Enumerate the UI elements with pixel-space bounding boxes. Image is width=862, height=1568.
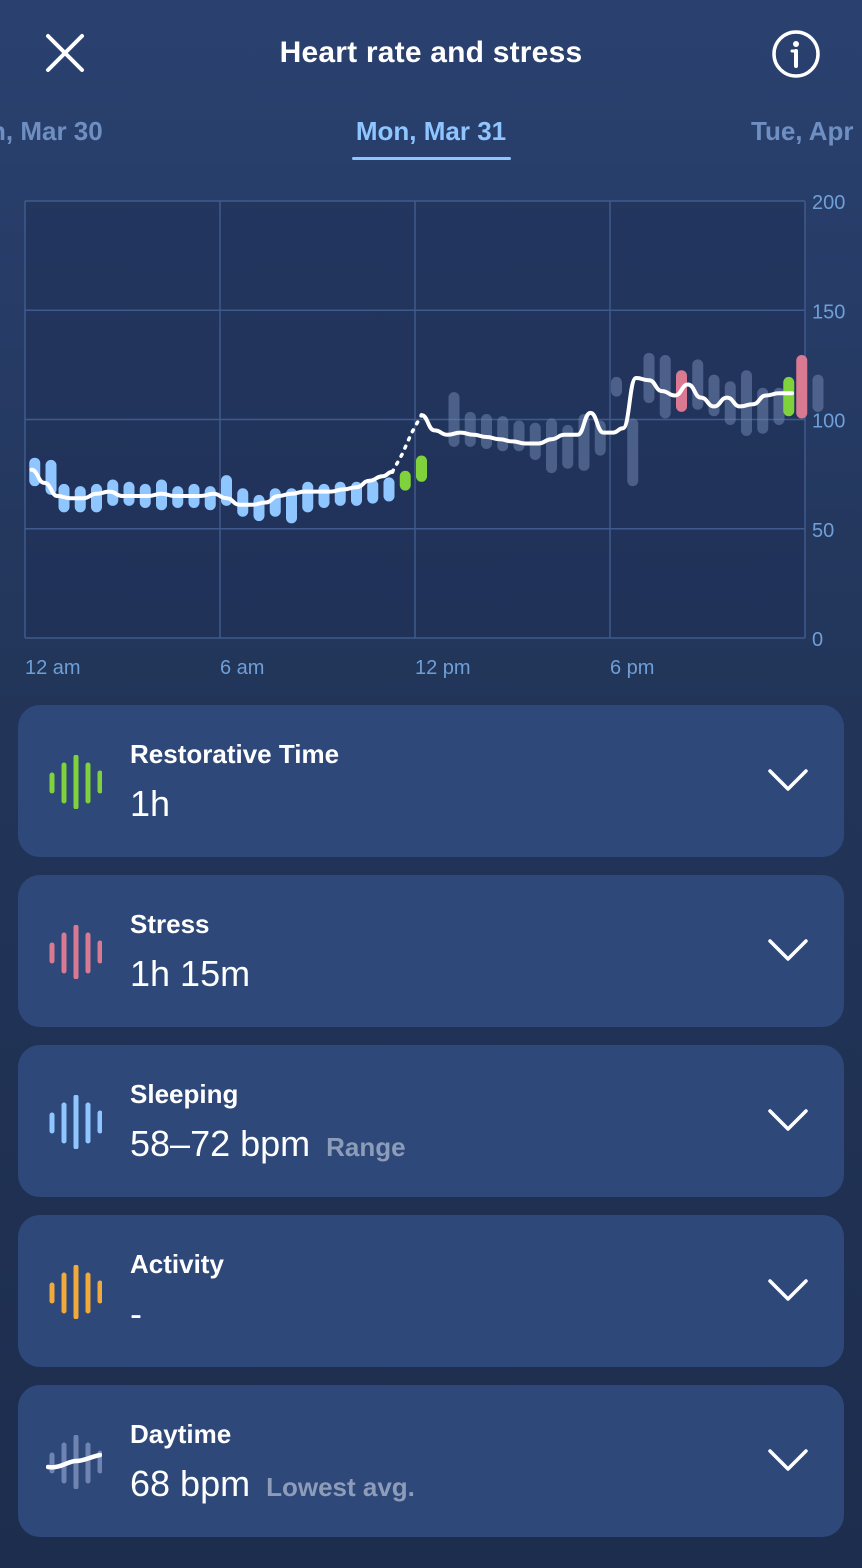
chevron-down-icon[interactable] bbox=[766, 1275, 810, 1305]
chevron-down-icon[interactable] bbox=[766, 1445, 810, 1475]
x-tick-label: 6 pm bbox=[610, 657, 654, 679]
header: Heart rate and stress bbox=[0, 0, 862, 110]
card-value: 58–72 bpm bbox=[130, 1123, 311, 1164]
card-sub-label: Lowest avg. bbox=[266, 1472, 415, 1502]
card-sleeping[interactable]: Sleeping 58–72 bpm Range bbox=[18, 1045, 844, 1197]
y-axis-labels: 200 150 100 50 0 bbox=[812, 192, 845, 651]
y-tick-label: 50 bbox=[812, 520, 834, 542]
card-activity[interactable]: Activity - bbox=[18, 1215, 844, 1367]
sleeping-wave-icon bbox=[49, 1095, 102, 1149]
active-tab-indicator bbox=[352, 157, 511, 160]
y-tick-label: 0 bbox=[812, 629, 823, 651]
card-label: Restorative Time bbox=[130, 739, 340, 769]
restorative-wave-icon bbox=[49, 755, 102, 809]
chart-grid bbox=[24, 200, 806, 639]
chevron-down-icon[interactable] bbox=[766, 1105, 810, 1135]
chart-lines bbox=[29, 375, 794, 507]
chevron-down-icon[interactable] bbox=[766, 765, 810, 795]
y-tick-label: 100 bbox=[812, 411, 845, 433]
card-daytime[interactable]: Daytime 68 bpm Lowest avg. bbox=[18, 1385, 844, 1537]
x-axis-labels: 12 am 6 am 12 pm 6 pm bbox=[25, 657, 654, 679]
y-tick-label: 150 bbox=[812, 301, 845, 323]
tab-next-day[interactable]: Tue, Apr bbox=[751, 116, 854, 146]
date-tabs: n, Mar 30 Mon, Mar 31 Tue, Apr bbox=[0, 112, 862, 168]
activity-wave-icon bbox=[49, 1265, 102, 1319]
heart-rate-line-morning bbox=[29, 467, 395, 507]
close-icon[interactable] bbox=[42, 30, 88, 76]
card-restorative-time[interactable]: Restorative Time 1h bbox=[18, 705, 844, 857]
card-label: Daytime bbox=[130, 1419, 232, 1449]
daytime-wave-icon bbox=[46, 1435, 102, 1489]
y-tick-label: 200 bbox=[812, 192, 845, 214]
card-value-row: 58–72 bpm Range bbox=[130, 1123, 406, 1165]
card-label: Activity bbox=[130, 1249, 224, 1279]
x-tick-label: 6 am bbox=[220, 657, 264, 679]
card-value-row: - bbox=[130, 1293, 142, 1335]
tab-previous-day[interactable]: n, Mar 30 bbox=[0, 116, 103, 146]
page-title: Heart rate and stress bbox=[279, 36, 583, 69]
stress-wave-icon bbox=[49, 925, 102, 979]
card-label: Stress bbox=[130, 909, 210, 939]
tab-current-day[interactable]: Mon, Mar 31 bbox=[355, 116, 507, 146]
heart-rate-gap-dotted bbox=[390, 413, 424, 474]
info-icon[interactable] bbox=[770, 28, 822, 80]
card-value: 1h bbox=[130, 783, 171, 824]
card-value: 68 bpm bbox=[130, 1463, 251, 1504]
card-value-row: 68 bpm Lowest avg. bbox=[130, 1463, 415, 1505]
heart-rate-chart[interactable]: 12 am 6 am 12 pm 6 pm 200 150 100 50 0 bbox=[0, 180, 862, 690]
card-value: - bbox=[130, 1293, 142, 1334]
card-value-row: 1h 15m bbox=[130, 953, 250, 995]
card-sub-label: Range bbox=[326, 1132, 406, 1162]
heart-rate-chart-svg: 12 am 6 am 12 pm 6 pm 200 150 100 50 0 bbox=[24, 192, 845, 679]
card-value: 1h 15m bbox=[130, 953, 251, 994]
card-stress[interactable]: Stress 1h 15m bbox=[18, 875, 844, 1027]
x-tick-label: 12 am bbox=[25, 657, 81, 679]
heart-rate-line-afternoon bbox=[419, 375, 794, 446]
card-label: Sleeping bbox=[130, 1079, 239, 1109]
chevron-down-icon[interactable] bbox=[766, 935, 810, 965]
x-tick-label: 12 pm bbox=[415, 657, 471, 679]
card-value-row: 1h bbox=[130, 783, 170, 825]
